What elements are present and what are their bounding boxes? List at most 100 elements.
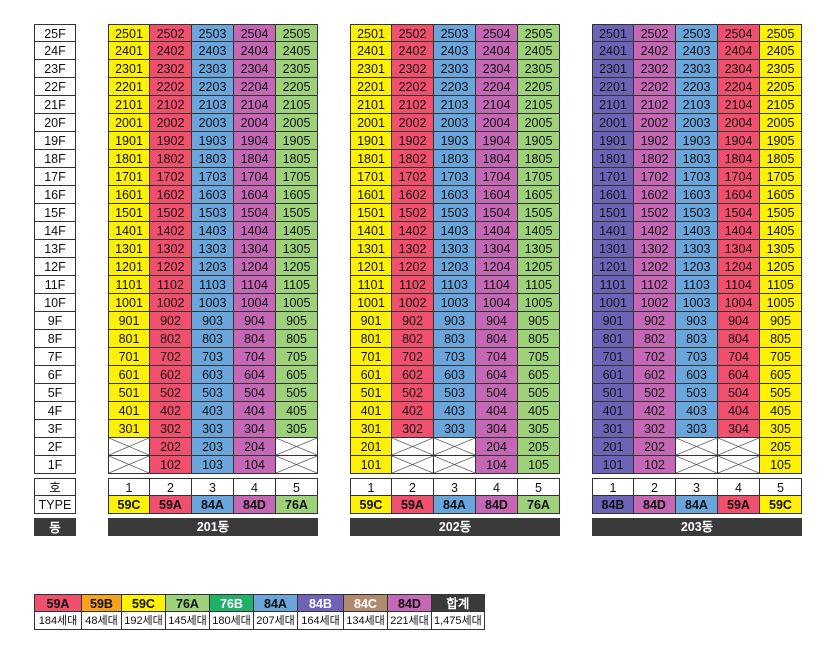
unit-cell[interactable]: 2203 — [434, 78, 476, 96]
unit-cell[interactable]: 403 — [434, 402, 476, 420]
unit-cell[interactable]: 1203 — [434, 258, 476, 276]
unit-cell[interactable]: 2501 — [350, 24, 392, 42]
unit-cell[interactable]: 2201 — [592, 78, 634, 96]
unit-cell[interactable]: 2104 — [476, 96, 518, 114]
unit-cell[interactable]: 502 — [634, 384, 676, 402]
unit-cell[interactable]: 1202 — [150, 258, 192, 276]
unit-cell[interactable]: 403 — [676, 402, 718, 420]
unit-cell[interactable]: 305 — [276, 420, 318, 438]
unit-cell[interactable]: 905 — [760, 312, 802, 330]
unit-cell[interactable]: 1501 — [108, 204, 150, 222]
unit-cell[interactable]: 2203 — [676, 78, 718, 96]
unit-cell[interactable]: 2102 — [634, 96, 676, 114]
unit-cell[interactable]: 1103 — [676, 276, 718, 294]
unit-cell[interactable]: 2302 — [634, 60, 676, 78]
unit-cell[interactable]: 2001 — [350, 114, 392, 132]
unit-cell[interactable]: 503 — [676, 384, 718, 402]
unit-cell[interactable]: 1905 — [276, 132, 318, 150]
unit-cell[interactable]: 1003 — [434, 294, 476, 312]
unit-cell[interactable]: 1805 — [276, 150, 318, 168]
unit-cell[interactable]: 2304 — [234, 60, 276, 78]
unit-cell[interactable]: 1803 — [434, 150, 476, 168]
unit-cell[interactable]: 1901 — [592, 132, 634, 150]
unit-cell[interactable]: 1902 — [634, 132, 676, 150]
unit-cell[interactable]: 301 — [108, 420, 150, 438]
unit-cell[interactable]: 904 — [234, 312, 276, 330]
unit-cell[interactable]: 1901 — [108, 132, 150, 150]
unit-cell[interactable]: 1504 — [718, 204, 760, 222]
unit-cell[interactable]: 804 — [476, 330, 518, 348]
unit-cell[interactable]: 2105 — [518, 96, 560, 114]
unit-cell[interactable]: 2205 — [518, 78, 560, 96]
unit-cell[interactable]: 2003 — [676, 114, 718, 132]
unit-cell[interactable]: 401 — [108, 402, 150, 420]
unit-cell[interactable]: 1601 — [350, 186, 392, 204]
unit-cell[interactable]: 2104 — [234, 96, 276, 114]
unit-cell[interactable]: 2101 — [350, 96, 392, 114]
unit-cell[interactable]: 201 — [350, 438, 392, 456]
unit-cell[interactable]: 2501 — [592, 24, 634, 42]
unit-cell[interactable]: 1204 — [476, 258, 518, 276]
unit-cell[interactable]: 2401 — [108, 42, 150, 60]
unit-cell[interactable]: 1302 — [150, 240, 192, 258]
unit-cell[interactable]: 1205 — [518, 258, 560, 276]
unit-cell[interactable]: 1405 — [276, 222, 318, 240]
unit-cell[interactable]: 1202 — [392, 258, 434, 276]
unit-cell[interactable]: 301 — [350, 420, 392, 438]
unit-cell[interactable]: 1903 — [192, 132, 234, 150]
unit-cell[interactable]: 1804 — [718, 150, 760, 168]
unit-cell[interactable]: 405 — [760, 402, 802, 420]
unit-cell[interactable]: 701 — [592, 348, 634, 366]
unit-cell[interactable]: 904 — [476, 312, 518, 330]
unit-cell[interactable]: 1902 — [392, 132, 434, 150]
unit-cell[interactable]: 1705 — [276, 168, 318, 186]
unit-cell[interactable]: 2004 — [234, 114, 276, 132]
unit-cell[interactable]: 2205 — [276, 78, 318, 96]
unit-cell[interactable]: 601 — [350, 366, 392, 384]
unit-cell[interactable]: 1704 — [234, 168, 276, 186]
unit-cell[interactable]: 1402 — [634, 222, 676, 240]
unit-cell[interactable]: 1603 — [192, 186, 234, 204]
unit-cell[interactable]: 1101 — [108, 276, 150, 294]
unit-cell[interactable]: 2301 — [350, 60, 392, 78]
unit-cell[interactable]: 1904 — [718, 132, 760, 150]
unit-cell[interactable]: 303 — [434, 420, 476, 438]
unit-cell[interactable]: 2501 — [108, 24, 150, 42]
unit-cell[interactable]: 2303 — [192, 60, 234, 78]
unit-cell[interactable]: 701 — [350, 348, 392, 366]
unit-cell[interactable]: 603 — [676, 366, 718, 384]
unit-cell[interactable]: 2004 — [476, 114, 518, 132]
unit-cell[interactable]: 1401 — [350, 222, 392, 240]
unit-cell[interactable]: 1302 — [392, 240, 434, 258]
unit-cell[interactable]: 2503 — [434, 24, 476, 42]
unit-cell[interactable]: 401 — [350, 402, 392, 420]
unit-cell[interactable]: 801 — [592, 330, 634, 348]
unit-cell[interactable]: 1203 — [676, 258, 718, 276]
unit-cell[interactable]: 1404 — [476, 222, 518, 240]
unit-cell[interactable]: 1401 — [592, 222, 634, 240]
unit-cell[interactable]: 1003 — [676, 294, 718, 312]
unit-cell[interactable]: 503 — [192, 384, 234, 402]
unit-cell[interactable]: 802 — [392, 330, 434, 348]
unit-cell[interactable]: 2502 — [392, 24, 434, 42]
unit-cell[interactable]: 302 — [392, 420, 434, 438]
unit-cell[interactable]: 1105 — [518, 276, 560, 294]
unit-cell[interactable]: 1002 — [634, 294, 676, 312]
unit-cell[interactable]: 1104 — [718, 276, 760, 294]
unit-cell[interactable]: 602 — [150, 366, 192, 384]
unit-cell[interactable]: 404 — [718, 402, 760, 420]
unit-cell[interactable]: 802 — [634, 330, 676, 348]
unit-cell[interactable]: 1904 — [476, 132, 518, 150]
unit-cell[interactable]: 1004 — [234, 294, 276, 312]
unit-cell[interactable]: 1004 — [718, 294, 760, 312]
unit-cell[interactable]: 2502 — [150, 24, 192, 42]
unit-cell[interactable]: 1001 — [108, 294, 150, 312]
unit-cell[interactable]: 903 — [434, 312, 476, 330]
unit-cell[interactable]: 203 — [192, 438, 234, 456]
unit-cell[interactable]: 2302 — [392, 60, 434, 78]
unit-cell[interactable]: 2202 — [392, 78, 434, 96]
unit-cell[interactable]: 2304 — [718, 60, 760, 78]
unit-cell[interactable]: 305 — [760, 420, 802, 438]
unit-cell[interactable]: 1903 — [676, 132, 718, 150]
unit-cell[interactable]: 1504 — [476, 204, 518, 222]
